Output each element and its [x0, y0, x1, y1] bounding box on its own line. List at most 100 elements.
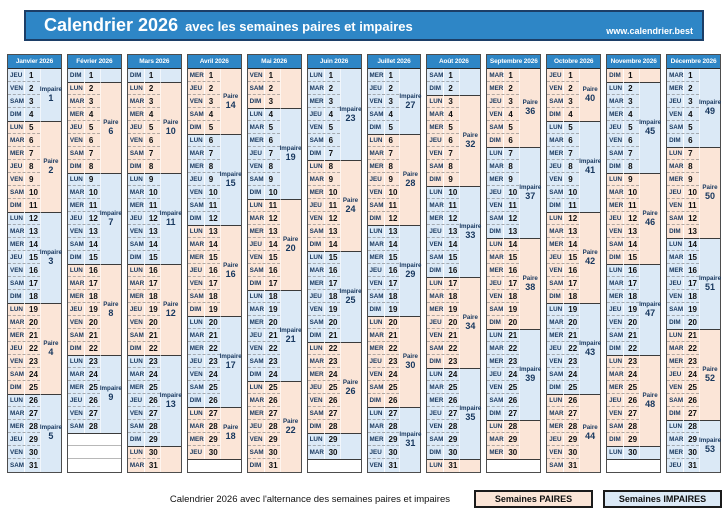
day-number: 17 [328, 278, 338, 288]
day-abbr: JEU [68, 394, 85, 406]
week-parity-label: Paire [103, 300, 119, 308]
week-days: LUN 25 MAR 26 MER 27 JEU 28 VEN 29 SAM 30 DIM 31 [247, 381, 280, 472]
day-number: 30 [148, 447, 158, 457]
day-number: 3 [568, 96, 573, 106]
week-parity-label: Impaire [39, 424, 62, 432]
day-abbr: LUN [308, 342, 325, 354]
day-number: 12 [508, 213, 518, 223]
day-row: MER 9 [667, 173, 699, 186]
week-parity-label: Paire [402, 352, 418, 360]
day-abbr: SAM [188, 108, 205, 120]
day-number: 9 [148, 174, 154, 184]
day-row: JEU 3 [487, 95, 520, 108]
day-row: MAR 13 [547, 225, 580, 238]
day-row: SAM 5 [667, 121, 699, 134]
day-row: VEN 24 [367, 368, 400, 381]
day-row: JEU 12 [67, 212, 100, 225]
day-row: MER 28 [547, 420, 580, 433]
day-number: 7 [148, 148, 154, 158]
day-abbr: LUN [607, 264, 625, 276]
day-number: 14 [328, 240, 338, 249]
day-abbr: DIM [68, 251, 85, 264]
day-row: DIM 13 [667, 225, 699, 238]
day-number: 10 [628, 187, 638, 197]
day-number: 27 [568, 408, 578, 418]
week-block: LUN 20 MAR 21 MER 22 JEU 23 VEN 24 SAM 25 DIM 26 Impai… [187, 316, 242, 407]
day-abbr: VEN [308, 212, 325, 224]
day-abbr: DIM [427, 173, 445, 186]
month-header: Septembre 2026 [487, 55, 541, 69]
day-row: JEU 14 [247, 238, 280, 251]
week-parity-label: Impaire [99, 209, 122, 217]
day-number: 7 [688, 148, 693, 158]
day-row: MER 25 [127, 381, 160, 394]
day-row: JEU 8 [547, 160, 580, 173]
day-row: LUN 23 [607, 355, 640, 368]
day-row: LUN 28 [667, 420, 699, 433]
day-abbr: SAM [607, 147, 625, 159]
day-row: JEU 29 [547, 433, 580, 446]
day-abbr: JEU [68, 212, 85, 224]
day-number: 31 [448, 461, 458, 470]
day-number: 12 [328, 213, 338, 223]
day-abbr: JEU [427, 407, 445, 419]
day-row: MAR 3 [67, 95, 100, 108]
week-block: MER 1 JEU 2 VEN 3 SAM 4 DIM 5 Paire 14 [187, 69, 241, 134]
day-number: 12 [628, 213, 638, 223]
day-row: SAM 21 [67, 329, 100, 342]
day-abbr: SAM [487, 212, 505, 224]
day-row: SAM 28 [68, 420, 100, 433]
week-parity-label: Impaire [519, 183, 542, 191]
week-parity-label: Impaire [579, 339, 602, 347]
week-days: LUN 24 MAR 25 MER 26 JEU 27 VEN 28 SAM 29 DIM 30 [427, 368, 460, 459]
day-number: 22 [388, 343, 398, 353]
day-abbr: JEU [487, 186, 505, 198]
day-row: DIM 13 [487, 225, 519, 238]
week-label: Paire 10 [159, 82, 181, 173]
week-label [99, 69, 121, 82]
day-number: 25 [628, 382, 638, 392]
week-days: JEU 1 VEN 2 SAM 3 DIM 4 [8, 69, 40, 121]
day-row: MAR 29 [667, 433, 699, 446]
week-block: SAM 1 DIM 2 [427, 69, 481, 95]
week-number: 52 [704, 372, 715, 383]
day-number: 26 [29, 395, 38, 405]
day-row: LUN 3 [427, 95, 460, 108]
day-abbr: LUN [607, 82, 625, 94]
day-number: 28 [508, 421, 518, 431]
day-abbr: DIM [487, 316, 505, 329]
day-row: MER 10 [307, 186, 340, 199]
day-abbr: SAM [427, 69, 445, 81]
footer: Calendrier 2026 avec l'alternance des se… [0, 490, 722, 508]
day-row: JEU 28 [247, 420, 280, 433]
day-row: MER 11 [67, 199, 100, 212]
day-number: 15 [508, 252, 518, 262]
week-number: 17 [225, 359, 236, 370]
day-abbr: LUN [487, 238, 505, 250]
week-parity-label: Impaire [519, 365, 542, 373]
day-abbr: LUN [8, 121, 25, 133]
day-number: 25 [568, 383, 578, 392]
day-abbr: VEN [487, 381, 505, 393]
week-label: Paire 16 [219, 225, 241, 316]
day-number: 22 [268, 343, 278, 353]
day-row: MER 17 [307, 277, 340, 290]
week-number: 40 [585, 93, 596, 104]
day-number: 3 [388, 96, 393, 106]
day-abbr: JEU [188, 355, 205, 367]
day-row: DIM 15 [607, 251, 639, 264]
day-number: 9 [568, 174, 573, 184]
day-number: 28 [208, 421, 218, 431]
day-number: 26 [448, 395, 458, 405]
day-abbr: LUN [188, 407, 205, 419]
website-link[interactable]: www.calendrier.best [606, 26, 693, 36]
day-row: JEU 15 [547, 251, 580, 264]
day-number: 16 [688, 265, 697, 275]
day-row: MAR 7 [187, 147, 220, 160]
day-abbr: DIM [607, 342, 625, 355]
day-abbr: MER [308, 95, 325, 107]
day-number: 24 [568, 369, 578, 379]
day-row: DIM 30 [427, 446, 459, 459]
day-abbr: MAR [607, 95, 625, 107]
day-abbr: LUN [487, 420, 505, 432]
